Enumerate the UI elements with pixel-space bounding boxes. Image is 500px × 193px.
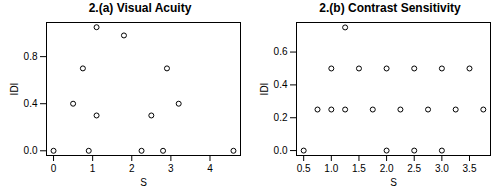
- svg-text:0.5: 0.5: [297, 163, 311, 174]
- svg-text:0: 0: [51, 163, 57, 174]
- svg-text:IDI: IDI: [259, 83, 270, 96]
- svg-text:3.5: 3.5: [463, 163, 477, 174]
- svg-text:0.4: 0.4: [274, 79, 288, 90]
- svg-text:IDI: IDI: [9, 83, 20, 96]
- svg-text:3: 3: [168, 163, 174, 174]
- svg-text:0.2: 0.2: [274, 112, 288, 123]
- svg-text:3.0: 3.0: [435, 163, 449, 174]
- html-text:2.(a) Visual Acuity: 2.(a) Visual Acuity: [88, 1, 192, 15]
- svg-text:0.0: 0.0: [24, 145, 38, 156]
- svg-text:2.5: 2.5: [407, 163, 421, 174]
- svg-text:S: S: [140, 177, 147, 188]
- svg-text:0.4: 0.4: [24, 98, 38, 109]
- html-text:2.(b) Contrast Sensitivity: 2.(b) Contrast Sensitivity: [319, 1, 461, 15]
- svg-text:2.0: 2.0: [380, 163, 394, 174]
- svg-text:2: 2: [129, 163, 135, 174]
- svg-text:1.5: 1.5: [352, 163, 366, 174]
- svg-text:1: 1: [90, 163, 96, 174]
- svg-text:1.0: 1.0: [324, 163, 338, 174]
- svg-text:S: S: [390, 177, 397, 188]
- svg-text:0.6: 0.6: [274, 46, 288, 57]
- svg-text:0.8: 0.8: [24, 51, 38, 62]
- svg-text:4: 4: [207, 163, 213, 174]
- svg-text:0.0: 0.0: [274, 145, 288, 156]
